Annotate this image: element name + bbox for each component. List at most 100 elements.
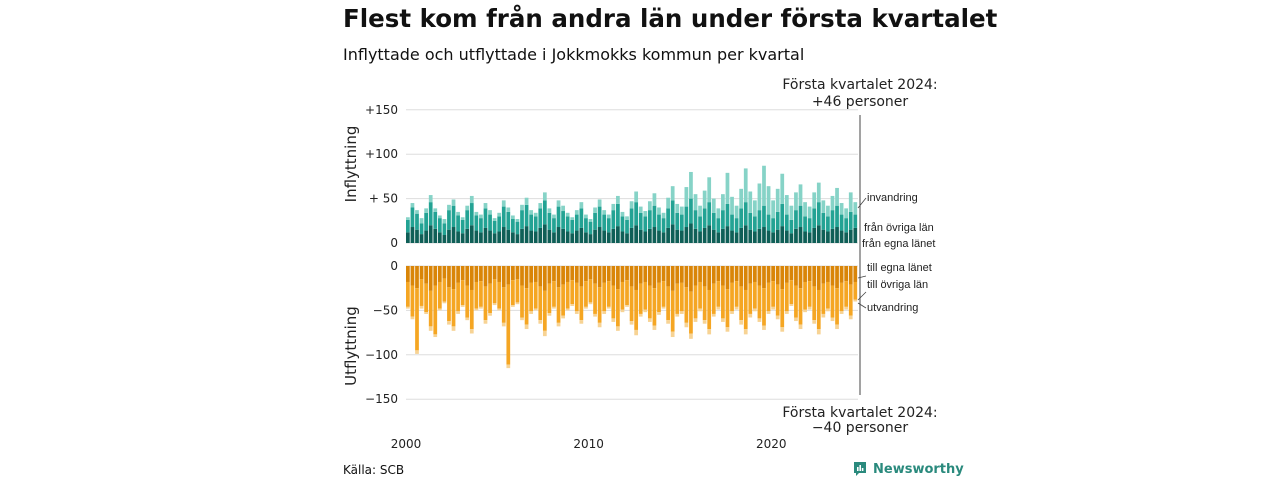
bar-in-egna-lanet — [465, 228, 470, 243]
bar-out-utvandring — [556, 322, 561, 327]
bar-in-egna-lanet — [552, 232, 556, 243]
bar-in-egna-lanet — [538, 227, 543, 243]
bar-in-invandring — [501, 200, 506, 207]
bar-in-ovriga-lan — [666, 208, 670, 228]
bar-in-ovriga-lan — [501, 206, 506, 228]
chart-title: Flest kom från andra län under första kv… — [343, 4, 998, 33]
bar-in-egna-lanet — [588, 234, 593, 243]
bar-in-egna-lanet — [597, 227, 602, 243]
bar-out-utvandring — [762, 325, 766, 330]
bar-in-ovriga-lan — [766, 214, 771, 231]
bar-out-utvandring — [588, 302, 593, 305]
bar-out-egna-lanet — [611, 266, 616, 286]
bar-in-ovriga-lan — [433, 211, 438, 229]
bar-in-invandring — [702, 190, 707, 209]
bar-out-ovriga-lan — [460, 280, 465, 306]
bar-out-egna-lanet — [844, 266, 849, 282]
bar-out-egna-lanet — [552, 266, 556, 282]
bar-out-egna-lanet — [684, 266, 689, 288]
bar-out-ovriga-lan — [657, 282, 661, 313]
bar-in-ovriga-lan — [839, 214, 844, 231]
bar-in-egna-lanet — [474, 230, 479, 243]
bar-in-ovriga-lan — [734, 218, 739, 233]
bar-out-egna-lanet — [588, 266, 593, 280]
bar-in-ovriga-lan — [661, 218, 666, 233]
bar-in-ovriga-lan — [529, 214, 534, 231]
bar-out-ovriga-lan — [821, 283, 826, 314]
bar-out-utvandring — [561, 315, 565, 319]
bar-out-utvandring — [625, 305, 629, 307]
bar-in-egna-lanet — [447, 229, 451, 243]
bar-out-ovriga-lan — [511, 280, 515, 306]
bar-in-ovriga-lan — [743, 202, 748, 226]
bar-in-invandring — [716, 208, 721, 219]
bar-out-ovriga-lan — [725, 289, 730, 328]
bar-out-utvandring — [684, 322, 689, 328]
bar-in-egna-lanet — [437, 232, 442, 243]
bar-in-egna-lanet — [634, 225, 639, 243]
bar-in-invandring — [410, 203, 415, 208]
bar-out-egna-lanet — [451, 266, 456, 290]
bar-in-ovriga-lan — [492, 220, 497, 234]
bar-in-egna-lanet — [707, 225, 712, 243]
bar-out-ovriga-lan — [835, 288, 839, 325]
bar-out-ovriga-lan — [707, 289, 712, 330]
bar-out-utvandring — [488, 313, 492, 316]
bar-in-invandring — [565, 212, 570, 217]
bar-in-invandring — [821, 200, 826, 213]
bar-out-utvandring — [647, 318, 652, 322]
bar-out-egna-lanet — [415, 266, 419, 289]
bar-out-egna-lanet — [565, 266, 570, 282]
bar-out-utvandring — [456, 311, 460, 314]
bar-in-invandring — [424, 208, 428, 213]
bar-out-egna-lanet — [666, 266, 670, 287]
bar-in-egna-lanet — [830, 228, 835, 243]
bar-in-egna-lanet — [629, 227, 634, 243]
bar-in-ovriga-lan — [620, 216, 625, 232]
bar-in-invandring — [798, 184, 803, 206]
bar-in-egna-lanet — [748, 229, 753, 243]
bar-in-ovriga-lan — [625, 219, 629, 234]
y-tick-label-bottom: −50 — [373, 303, 398, 317]
bar-in-egna-lanet — [433, 228, 438, 243]
bar-in-ovriga-lan — [657, 214, 661, 231]
bar-out-ovriga-lan — [597, 287, 602, 323]
bar-out-egna-lanet — [515, 266, 520, 280]
leader-till-egna-lanet — [857, 275, 867, 279]
bar-in-egna-lanet — [661, 232, 666, 243]
bar-in-invandring — [657, 207, 661, 215]
bar-out-egna-lanet — [794, 266, 798, 286]
bar-in-ovriga-lan — [456, 215, 460, 232]
bar-out-utvandring — [451, 326, 456, 331]
series-label-fran-egna-lanet: från egna länet — [862, 238, 935, 250]
bar-in-egna-lanet — [415, 229, 419, 243]
bar-in-ovriga-lan — [616, 203, 620, 227]
bar-in-egna-lanet — [497, 231, 502, 243]
bar-in-ovriga-lan — [643, 216, 648, 232]
y-tick-label-bottom: −150 — [365, 392, 398, 406]
bar-in-ovriga-lan — [547, 212, 552, 230]
bar-in-invandring — [506, 207, 511, 212]
bar-out-utvandring — [570, 304, 575, 306]
bar-in-invandring — [734, 205, 739, 219]
bar-out-ovriga-lan — [794, 285, 798, 318]
bar-out-utvandring — [552, 306, 556, 309]
bar-in-egna-lanet — [611, 228, 616, 243]
bar-in-egna-lanet — [766, 230, 771, 243]
bar-out-egna-lanet — [616, 266, 620, 290]
bar-out-utvandring — [460, 305, 465, 307]
bar-in-invandring — [661, 212, 666, 219]
bar-in-invandring — [830, 195, 835, 211]
bar-out-egna-lanet — [533, 266, 538, 282]
bar-in-ovriga-lan — [634, 202, 639, 226]
bar-out-utvandring — [803, 309, 807, 313]
bar-out-ovriga-lan — [643, 281, 648, 310]
bar-out-utvandring — [798, 324, 803, 330]
bar-in-invandring — [474, 211, 479, 216]
bar-in-invandring — [803, 202, 807, 217]
bar-in-egna-lanet — [684, 227, 689, 243]
bar-in-egna-lanet — [524, 226, 529, 243]
bar-out-egna-lanet — [447, 266, 451, 288]
bar-in-ovriga-lan — [511, 219, 515, 233]
bar-out-ovriga-lan — [716, 281, 721, 307]
